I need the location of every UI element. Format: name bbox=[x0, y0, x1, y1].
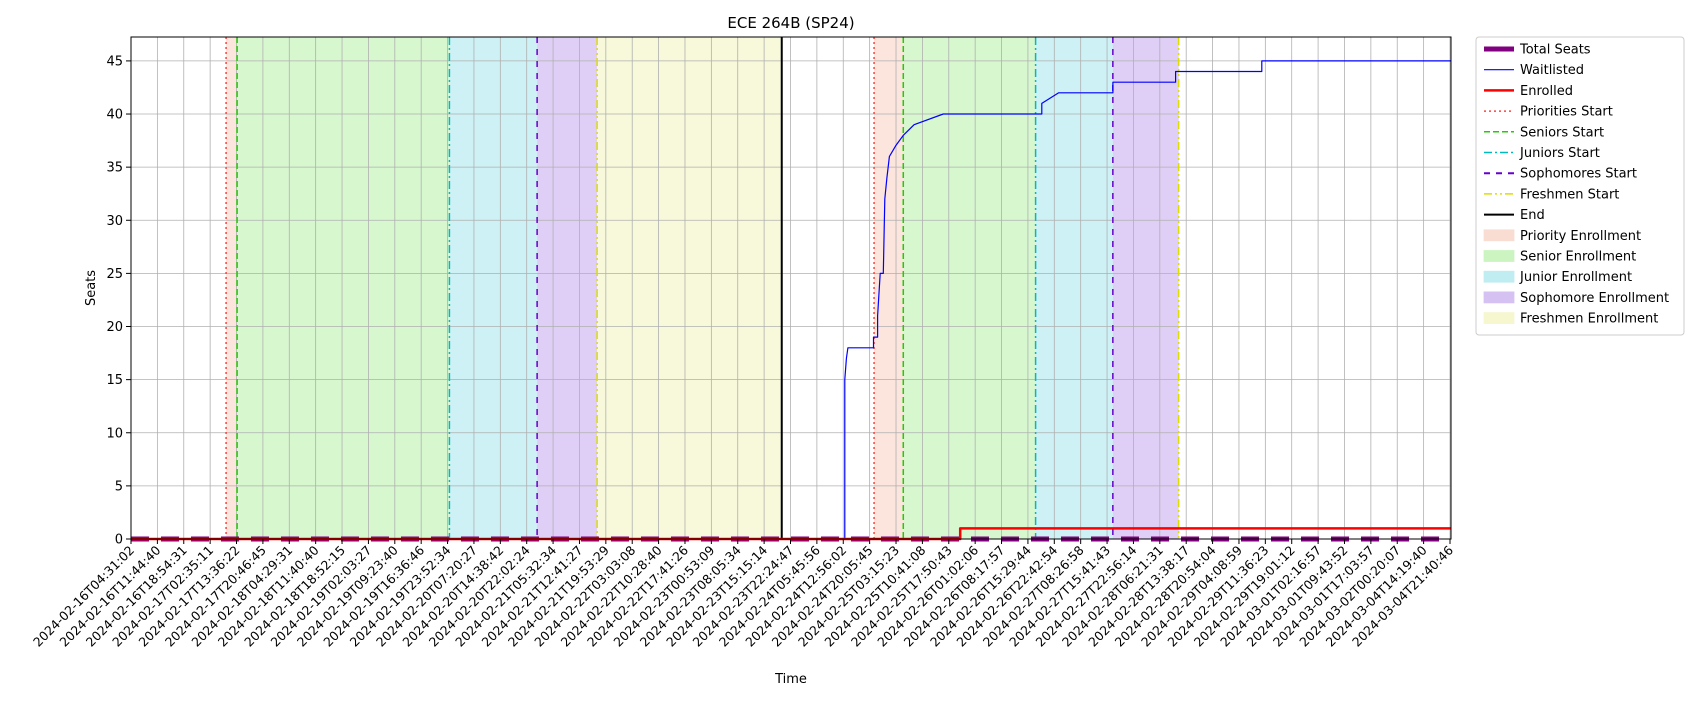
y-tick-label: 15 bbox=[106, 373, 123, 388]
span-priority-enrollment bbox=[226, 37, 238, 539]
legend-label: Senior Enrollment bbox=[1520, 250, 1636, 265]
legend: Total Seats Waitlisted Enrolled Priorities … bbox=[1475, 36, 1685, 336]
span-sophomore-enrollment bbox=[537, 37, 598, 539]
grid-lines bbox=[130, 37, 1451, 540]
y-tick-label: 45 bbox=[106, 54, 123, 69]
span-freshmen-enrollment bbox=[597, 37, 782, 539]
legend-label: Sophomore Enrollment bbox=[1520, 291, 1669, 306]
legend-label: Junior Enrollment bbox=[1519, 270, 1632, 285]
y-tick-label: 40 bbox=[106, 108, 123, 123]
legend-label: Priorities Start bbox=[1520, 105, 1613, 120]
series-waitlisted bbox=[131, 60, 1451, 540]
legend-label: Total Seats bbox=[1519, 43, 1591, 58]
legend-label: Sophomores Start bbox=[1520, 167, 1637, 182]
y-tick-label: 25 bbox=[106, 267, 123, 282]
x-axis-label: Time bbox=[774, 672, 807, 687]
legend-swatch bbox=[1483, 291, 1515, 304]
chart-title: ECE 264B (SP24) bbox=[727, 14, 854, 32]
legend-label: Freshmen Enrollment bbox=[1520, 312, 1658, 327]
legend-swatch bbox=[1483, 229, 1515, 242]
legend-label: Juniors Start bbox=[1519, 146, 1600, 161]
span-sophomore-enrollment bbox=[1112, 37, 1179, 539]
span-junior-enrollment bbox=[449, 37, 538, 539]
legend-label: Freshmen Start bbox=[1520, 187, 1619, 202]
legend-label: Waitlisted bbox=[1520, 63, 1584, 78]
phase-markers bbox=[225, 37, 1180, 539]
legend-swatch bbox=[1483, 250, 1515, 262]
legend-swatch bbox=[1483, 312, 1515, 325]
legend-swatch bbox=[1483, 270, 1515, 283]
legend-label: Priority Enrollment bbox=[1520, 229, 1641, 244]
legend-label: End bbox=[1520, 208, 1545, 223]
x-axis-ticks: 2024-02-16T04:31:022024-02-16T11:44:4020… bbox=[30, 539, 1456, 650]
legend-label: Enrolled bbox=[1520, 84, 1573, 99]
enrollment-spans bbox=[226, 37, 1179, 539]
y-tick-label: 30 bbox=[106, 214, 123, 229]
y-tick-label: 10 bbox=[106, 426, 123, 441]
y-axis-ticks: 0 5 10 15 20 25 30 35 40 45 bbox=[106, 54, 131, 548]
span-senior-enrollment bbox=[903, 37, 1036, 539]
span-senior-enrollment bbox=[237, 37, 450, 539]
span-priority-enrollment bbox=[874, 37, 904, 539]
span-junior-enrollment bbox=[1035, 37, 1113, 539]
legend-box bbox=[1475, 36, 1685, 336]
legend-label: Seniors Start bbox=[1520, 125, 1604, 140]
y-tick-label: 35 bbox=[106, 161, 123, 176]
y-tick-label: 5 bbox=[115, 479, 123, 494]
y-axis-label: Seats bbox=[84, 270, 99, 306]
y-tick-label: 20 bbox=[106, 320, 123, 335]
y-tick-label: 0 bbox=[115, 533, 123, 548]
